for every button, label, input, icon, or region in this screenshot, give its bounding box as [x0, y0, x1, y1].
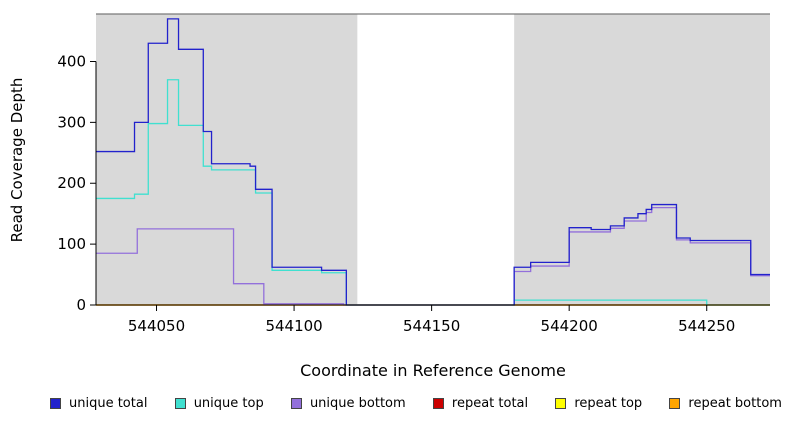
plot-layers: 544050 544100 544150 544200 544250 0 100 200 300… [57, 13, 770, 335]
legend-label-repeat-bottom: repeat bottom [688, 396, 782, 411]
legend-swatch-unique-top [174, 398, 186, 409]
y-tick-label: 0 [76, 296, 86, 314]
y-tick-label: 100 [57, 235, 86, 253]
legend-swatch-repeat-bottom [669, 398, 681, 409]
legend-item-repeat-top: repeat top [555, 396, 642, 411]
series-unique-total [96, 18, 770, 306]
y-tick-label: 300 [57, 113, 86, 131]
legend-swatch-repeat-top [555, 398, 567, 409]
uncovered-gap-region [357, 14, 515, 305]
legend-item-repeat-bottom: repeat bottom [669, 396, 782, 411]
x-tick-label: 544050 [128, 317, 185, 335]
series-unique-bottom [96, 206, 770, 306]
legend-label-unique-total: unique total [69, 396, 148, 411]
x-axis-title: Coordinate in Reference Genome [300, 361, 566, 380]
x-tick-label: 544250 [678, 317, 735, 335]
y-axis-title: Read Coverage Depth [8, 78, 26, 243]
legend-item-repeat-total: repeat total [432, 396, 529, 411]
legend-label-repeat-total: repeat total [451, 396, 529, 411]
x-tick-label: 544150 [403, 317, 460, 335]
legend-label-unique-bottom: unique bottom [309, 396, 406, 411]
plot-area: 544050 544100 544150 544200 544250 0 100 200 300… [8, 13, 770, 380]
x-tick-label: 544100 [265, 317, 322, 335]
legend-swatch-repeat-total [432, 398, 444, 409]
legend-label-unique-top: unique top [193, 396, 264, 411]
legend-item-unique-top: unique top [174, 396, 264, 411]
y-tick-label: 200 [57, 174, 86, 192]
legend: unique total unique top unique bottom repea… [0, 396, 792, 411]
legend-swatch-unique-bottom [290, 398, 302, 409]
x-tick-label: 544200 [541, 317, 598, 335]
legend-item-unique-bottom: unique bottom [290, 396, 406, 411]
y-tick-label: 400 [57, 52, 86, 70]
legend-swatch-unique-total [50, 398, 61, 409]
legend-label-repeat-top: repeat top [574, 396, 643, 411]
legend-item-unique-total: unique total [50, 396, 147, 411]
